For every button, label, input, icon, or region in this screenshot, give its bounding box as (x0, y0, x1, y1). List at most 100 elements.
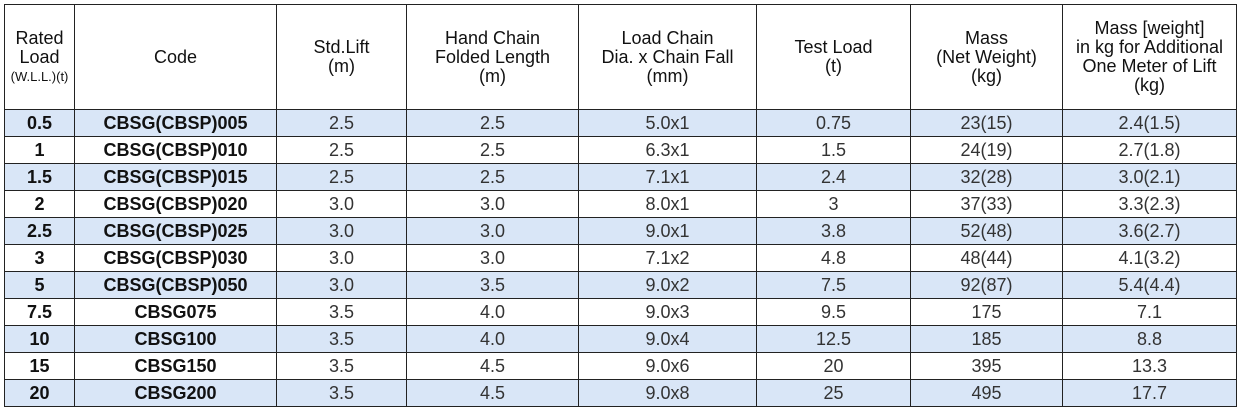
cell-code: CBSG(CBSP)025 (74, 217, 277, 245)
cell-rated-load: 2 (4, 190, 75, 218)
cell-code: CBSG(CBSP)010 (74, 136, 277, 164)
cell-std-lift: 2.5 (276, 163, 407, 191)
cell-mass: 32(28) (910, 163, 1063, 191)
cell-mass-per-meter: 3.0(2.1) (1062, 163, 1237, 191)
cell-mass: 495 (910, 379, 1063, 407)
cell-test-load: 25 (756, 379, 911, 407)
table-row: 2 CBSG(CBSP)020 3.0 3.0 8.0x1 3 37(33) 3.3(2.3) (4, 190, 1237, 218)
cell-rated-load: 1.5 (4, 163, 75, 191)
cell-mass-per-meter: 13.3 (1062, 352, 1237, 380)
header-mass: Mass (Net Weight) (kg) (910, 4, 1063, 110)
cell-code: CBSG200 (74, 379, 277, 407)
cell-rated-load: 10 (4, 325, 75, 353)
cell-mass-per-meter: 17.7 (1062, 379, 1237, 407)
table-row: 5 CBSG(CBSP)050 3.0 3.5 9.0x2 7.5 92(87) 5.4(4.… (4, 271, 1237, 299)
cell-code: CBSG075 (74, 298, 277, 326)
header-line: Std.Lift (313, 37, 370, 57)
cell-load-chain: 9.0x2 (578, 271, 757, 299)
header-line: in kg for Additional (1075, 37, 1224, 57)
cell-rated-load: 20 (4, 379, 75, 407)
cell-load-chain: 8.0x1 (578, 190, 757, 218)
cell-std-lift: 3.0 (276, 217, 407, 245)
cell-mass-per-meter: 5.4(4.4) (1062, 271, 1237, 299)
cell-std-lift: 3.0 (276, 244, 407, 272)
cell-mass: 23(15) (910, 109, 1063, 137)
cell-test-load: 7.5 (756, 271, 911, 299)
header-unit: (W.L.L.)(t) (10, 68, 69, 84)
header-line: Rated (15, 27, 64, 48)
cell-load-chain: 9.0x3 (578, 298, 757, 326)
cell-hand-chain: 4.0 (406, 298, 579, 326)
cell-load-chain: 9.0x6 (578, 352, 757, 380)
cell-load-chain: 7.1x1 (578, 163, 757, 191)
table-body: 0.5 CBSG(CBSP)005 2.5 2.5 5.0x1 0.75 23(15) 2.4… (4, 109, 1237, 407)
cell-test-load: 4.8 (756, 244, 911, 272)
table-row: 2.5 CBSG(CBSP)025 3.0 3.0 9.0x1 3.8 52(48) 3.6(… (4, 217, 1237, 245)
cell-mass: 92(87) (910, 271, 1063, 299)
cell-load-chain: 5.0x1 (578, 109, 757, 137)
cell-mass-per-meter: 8.8 (1062, 325, 1237, 353)
cell-rated-load: 3 (4, 244, 75, 272)
cell-code: CBSG(CBSP)005 (74, 109, 277, 137)
header-line: (t) (825, 56, 842, 76)
cell-hand-chain: 2.5 (406, 109, 579, 137)
header-test-load: Test Load (t) (756, 4, 911, 110)
cell-load-chain: 6.3x1 (578, 136, 757, 164)
header-load-chain: Load Chain Dia. x Chain Fall (mm) (578, 4, 757, 110)
cell-test-load: 2.4 (756, 163, 911, 191)
header-line: Dia. x Chain Fall (601, 46, 734, 67)
table-row: 20 CBSG200 3.5 4.5 9.0x8 25 495 17.7 (4, 379, 1237, 407)
cell-mass: 52(48) (910, 217, 1063, 245)
header-line: Folded Length (434, 46, 551, 67)
cell-hand-chain: 4.0 (406, 325, 579, 353)
cell-rated-load: 0.5 (4, 109, 75, 137)
cell-code: CBSG(CBSP)020 (74, 190, 277, 218)
header-line: (mm) (646, 65, 689, 86)
header-line: Hand Chain (444, 27, 541, 48)
table-row: 10 CBSG100 3.5 4.0 9.0x4 12.5 185 8.8 (4, 325, 1237, 353)
cell-test-load: 9.5 (756, 298, 911, 326)
header-line: Mass [weight] (1094, 18, 1205, 38)
cell-mass-per-meter: 7.1 (1062, 298, 1237, 326)
cell-test-load: 12.5 (756, 325, 911, 353)
table-row: 0.5 CBSG(CBSP)005 2.5 2.5 5.0x1 0.75 23(15) 2.4… (4, 109, 1237, 137)
cell-test-load: 1.5 (756, 136, 911, 164)
table-row: 1.5 CBSG(CBSP)015 2.5 2.5 7.1x1 2.4 32(28) 3.0(… (4, 163, 1237, 191)
cell-mass-per-meter: 3.3(2.3) (1062, 190, 1237, 218)
cell-rated-load: 15 (4, 352, 75, 380)
cell-test-load: 20 (756, 352, 911, 380)
cell-std-lift: 3.5 (276, 298, 407, 326)
cell-std-lift: 2.5 (276, 136, 407, 164)
cell-std-lift: 2.5 (276, 109, 407, 137)
cell-load-chain: 7.1x2 (578, 244, 757, 272)
table-row: 15 CBSG150 3.5 4.5 9.0x6 20 395 13.3 (4, 352, 1237, 380)
cell-std-lift: 3.5 (276, 379, 407, 407)
header-line: Load Chain (621, 27, 714, 48)
header-line: Mass (964, 27, 1008, 48)
cell-hand-chain: 2.5 (406, 163, 579, 191)
cell-mass-per-meter: 4.1(3.2) (1062, 244, 1237, 272)
cell-mass: 185 (910, 325, 1063, 353)
cell-mass: 24(19) (910, 136, 1063, 164)
cell-hand-chain: 3.0 (406, 190, 579, 218)
header-line: Load (19, 46, 60, 67)
cell-load-chain: 9.0x1 (578, 217, 757, 245)
cell-hand-chain: 4.5 (406, 352, 579, 380)
cell-std-lift: 3.0 (276, 271, 407, 299)
cell-mass: 175 (910, 298, 1063, 326)
spec-table: Rated Load (W.L.L.)(t) Code Std.Lift (m)… (4, 4, 1237, 407)
cell-mass-per-meter: 3.6(2.7) (1062, 217, 1237, 245)
cell-test-load: 3.8 (756, 217, 911, 245)
cell-test-load: 3 (756, 190, 911, 218)
cell-hand-chain: 3.0 (406, 217, 579, 245)
cell-std-lift: 3.5 (276, 325, 407, 353)
header-mass-per-meter: Mass [weight] in kg for Additional One M… (1062, 4, 1237, 110)
cell-code: CBSG(CBSP)050 (74, 271, 277, 299)
cell-hand-chain: 3.5 (406, 271, 579, 299)
cell-rated-load: 7.5 (4, 298, 75, 326)
header-std-lift: Std.Lift (m) (276, 4, 407, 110)
cell-code: CBSG(CBSP)015 (74, 163, 277, 191)
table-row: 7.5 CBSG075 3.5 4.0 9.0x3 9.5 175 7.1 (4, 298, 1237, 326)
header-rated-load: Rated Load (W.L.L.)(t) (4, 4, 75, 110)
cell-code: CBSG(CBSP)030 (74, 244, 277, 272)
